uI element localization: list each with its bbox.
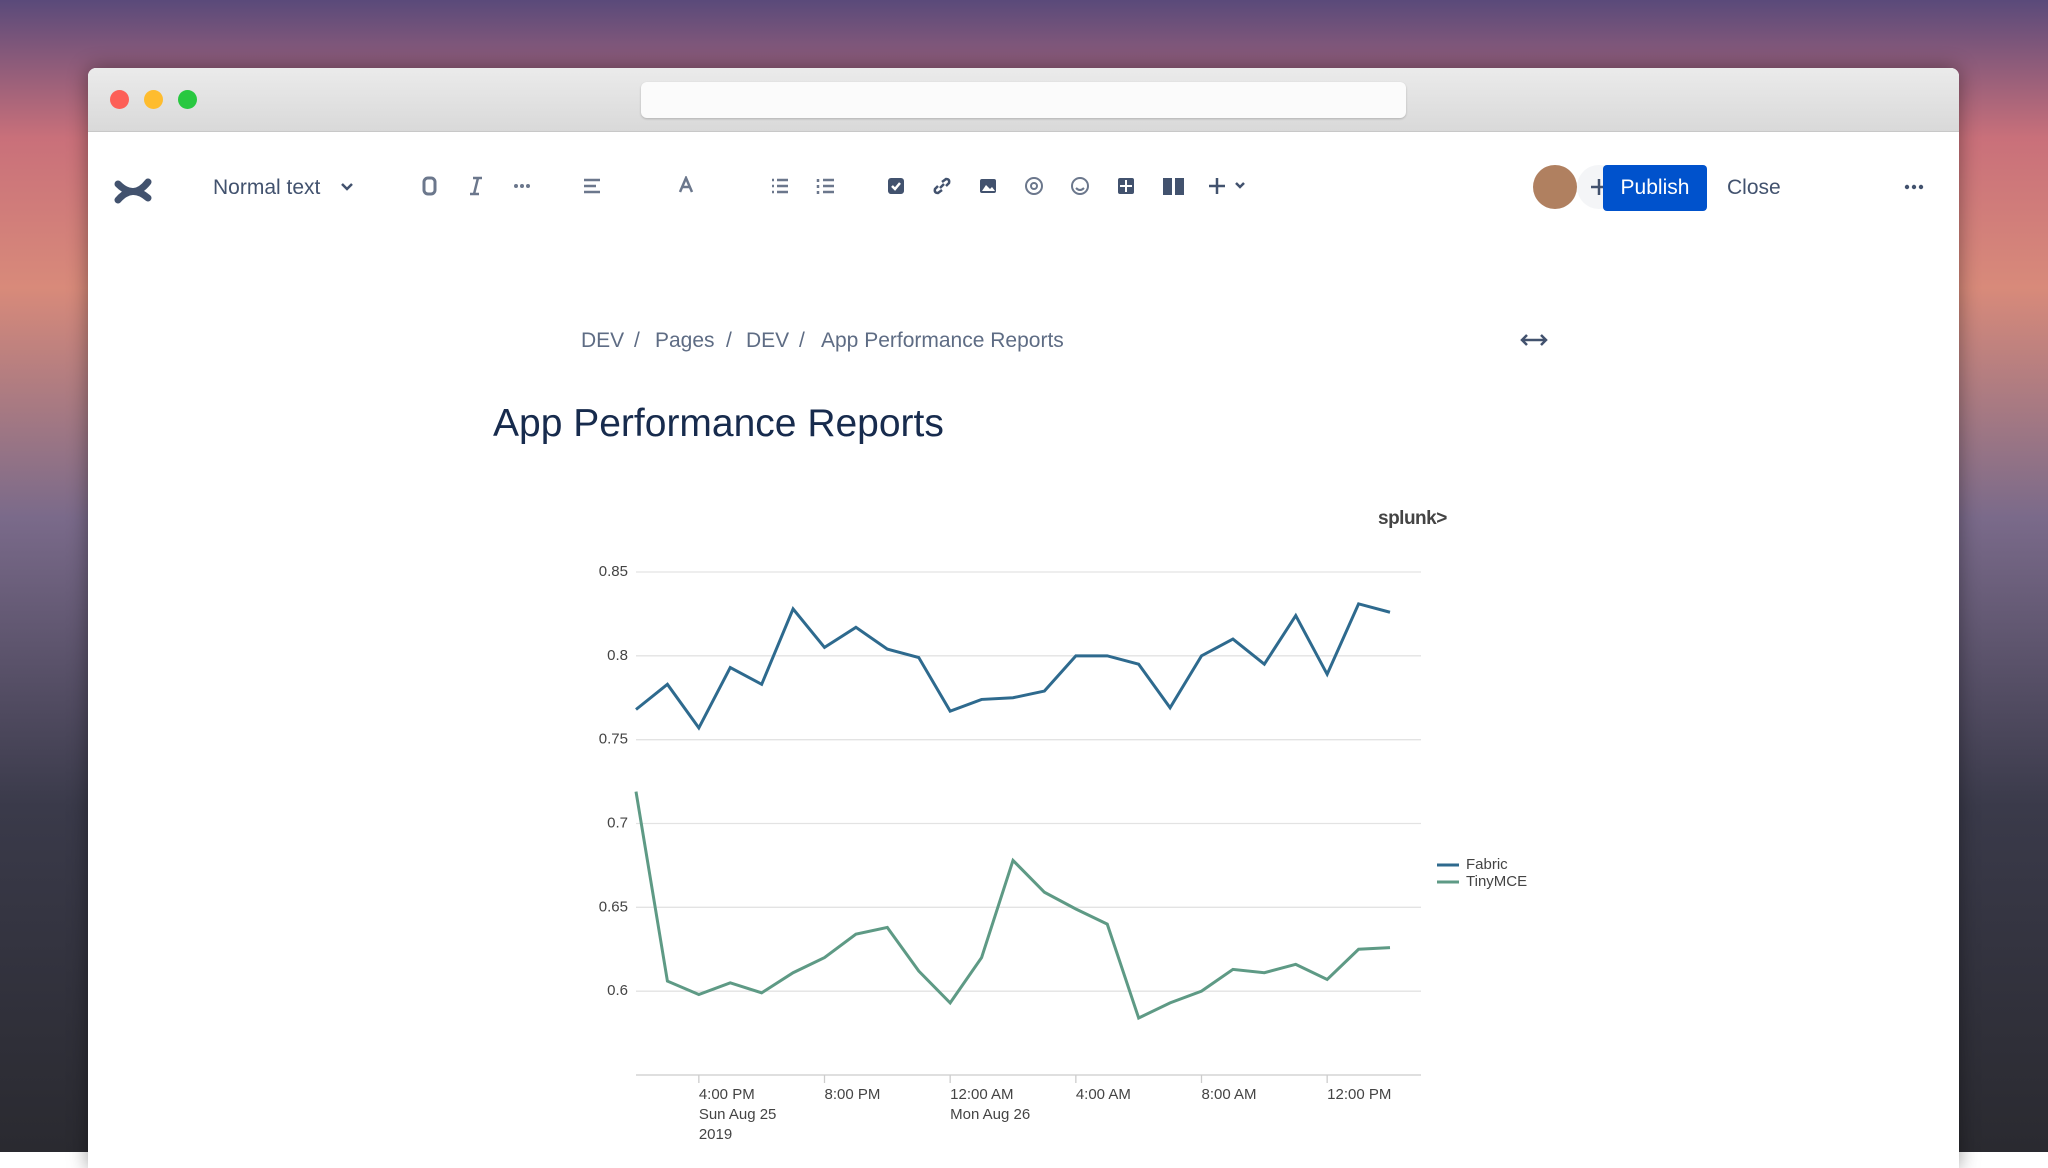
y-tick-label: 0.7 [607, 814, 628, 831]
y-tick-label: 0.75 [599, 731, 628, 748]
series-line [636, 604, 1390, 728]
y-tick-label: 0.85 [599, 563, 628, 580]
x-tick-label: 12:00 AM Mon Aug 26 [950, 1085, 1030, 1125]
series-line [636, 792, 1390, 1018]
x-tick-label: 8:00 PM [825, 1085, 881, 1105]
legend-label: TinyMCE [1466, 873, 1527, 890]
y-tick-label: 0.6 [607, 982, 628, 999]
y-tick-label: 0.65 [599, 898, 628, 915]
x-tick-label: 8:00 AM [1202, 1085, 1257, 1105]
legend-label: Fabric [1466, 856, 1508, 873]
y-tick-label: 0.8 [607, 647, 628, 664]
x-tick-label: 4:00 PM Sun Aug 25 2019 [699, 1085, 777, 1145]
x-tick-label: 12:00 PM [1327, 1085, 1391, 1105]
x-tick-label: 4:00 AM [1076, 1085, 1131, 1105]
